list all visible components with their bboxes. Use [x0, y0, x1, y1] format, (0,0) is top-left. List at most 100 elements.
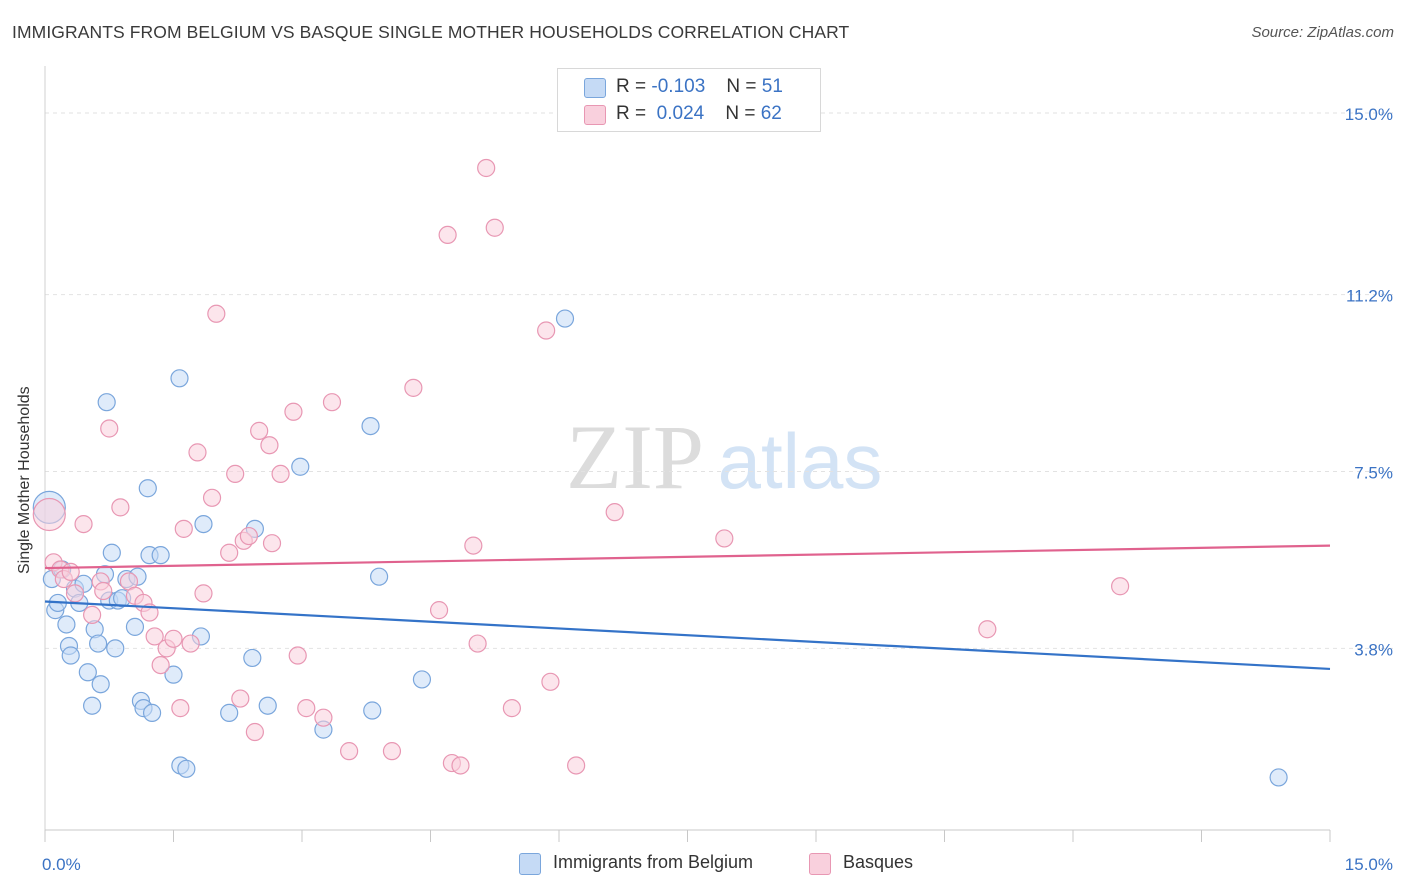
legend-n-value: 51	[761, 76, 783, 97]
point-belgium	[57, 615, 76, 634]
tick-labels: 3.8% 7.5% 11.2% 15.0% 0.0% 15.0%	[42, 105, 1393, 874]
point-belgium	[177, 759, 196, 778]
watermark-zip: ZIP	[566, 406, 704, 508]
point-basques	[567, 756, 586, 775]
chart-title: IMMIGRANTS FROM BELGIUM VS BASQUE SINGLE…	[12, 22, 850, 42]
point-basques	[404, 378, 423, 397]
point-basques	[174, 519, 193, 538]
point-belgium	[78, 663, 97, 682]
point-belgium	[412, 670, 432, 689]
point-basques	[271, 464, 290, 483]
point-basques	[74, 514, 93, 534]
point-belgium	[1269, 768, 1288, 787]
point-belgium	[89, 634, 108, 653]
y-tick-label: 3.8%	[1354, 640, 1393, 659]
point-basques	[151, 655, 170, 675]
point-belgium	[370, 567, 389, 586]
legend-n-label: N =	[726, 76, 757, 97]
point-belgium	[138, 479, 157, 498]
point-basques	[164, 629, 183, 648]
point-basques	[605, 503, 624, 522]
point-basques	[260, 436, 279, 455]
point-basques	[83, 605, 102, 625]
legend-n-value: 62	[760, 103, 782, 124]
correlation-legend: R = -0.103 N = 51 R = 0.024 N = 62	[557, 68, 821, 132]
data-points	[32, 158, 1288, 787]
point-belgium	[106, 639, 125, 658]
legend-swatch-belgium	[584, 78, 606, 98]
point-basques	[181, 634, 200, 653]
point-belgium	[243, 648, 262, 668]
y-tick-label: 11.2%	[1346, 287, 1393, 306]
point-basques	[239, 526, 258, 546]
legend-n-label: N =	[725, 103, 756, 124]
point-basques	[94, 581, 113, 601]
point-belgium	[61, 646, 80, 665]
point-belgium	[291, 457, 310, 476]
point-belgium	[91, 675, 110, 694]
trend-line-belgium	[44, 600, 1331, 671]
point-basques	[314, 708, 333, 727]
axes	[44, 66, 1331, 842]
point-basques	[231, 689, 250, 708]
point-basques	[220, 543, 239, 562]
point-belgium	[142, 703, 162, 722]
point-basques	[262, 534, 282, 553]
point-basques	[194, 584, 213, 603]
point-basques	[978, 620, 997, 639]
point-basques	[464, 536, 483, 555]
point-basques	[429, 601, 449, 620]
point-belgium	[361, 417, 380, 436]
point-belgium	[555, 309, 575, 328]
point-basques	[61, 562, 80, 581]
bottom-legend-swatch-basques	[809, 853, 831, 875]
bottom-legend-label-belgium: Immigrants from Belgium	[553, 852, 754, 872]
point-belgium	[151, 546, 170, 565]
point-basques	[288, 646, 307, 665]
point-basques	[111, 498, 130, 517]
point-basques	[477, 158, 496, 178]
point-basques	[207, 304, 226, 323]
point-belgium	[102, 543, 121, 562]
point-basques	[171, 699, 190, 718]
legend-r-label: R =	[616, 103, 647, 124]
point-belgium	[363, 701, 382, 720]
point-basques	[250, 421, 269, 440]
point-basques	[537, 321, 556, 340]
bottom-legend-label-basques: Basques	[843, 852, 914, 872]
legend-r-value: -0.103	[651, 76, 706, 97]
legend-swatch-basques	[584, 105, 606, 125]
point-basques	[188, 443, 207, 462]
y-tick-label: 7.5%	[1354, 464, 1393, 483]
point-basques	[468, 634, 487, 653]
gridlines	[45, 112, 1395, 649]
point-basques	[340, 742, 359, 761]
x-tick-label: 15.0%	[1345, 855, 1393, 874]
point-basques	[485, 218, 504, 237]
point-basques	[541, 672, 560, 691]
point-basques	[438, 225, 457, 245]
point-belgium	[194, 514, 213, 534]
point-belgium	[220, 703, 239, 722]
point-basques	[322, 393, 342, 412]
point-basques	[502, 699, 521, 718]
point-belgium	[83, 696, 102, 715]
point-belgium	[170, 369, 189, 388]
y-tick-label: 15.0%	[1345, 105, 1393, 124]
point-basques	[715, 529, 734, 548]
legend-r-label: R =	[616, 76, 647, 97]
trend-line-basques	[44, 544, 1331, 570]
point-basques	[245, 722, 264, 742]
point-basques	[100, 419, 119, 438]
watermark-atlas: atlas	[718, 417, 883, 505]
point-belgium	[258, 696, 277, 715]
x-tick-label: 0.0%	[42, 855, 81, 874]
point-basques	[202, 488, 222, 507]
bottom-legend-swatch-belgium	[519, 853, 541, 875]
source-label: Source: ZipAtlas.com	[1251, 24, 1394, 41]
point-basques	[284, 402, 303, 421]
point-basques	[32, 497, 66, 532]
legend-r-value: 0.024	[656, 103, 705, 124]
point-belgium	[125, 617, 145, 636]
